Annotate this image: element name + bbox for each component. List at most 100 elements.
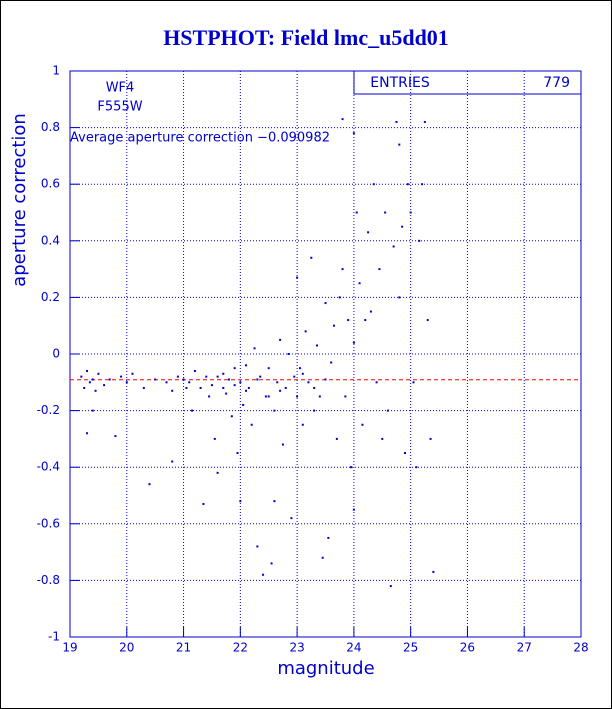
point xyxy=(298,367,301,370)
point xyxy=(97,372,100,375)
point xyxy=(301,372,304,375)
point xyxy=(199,386,202,389)
x-tick-label: 24 xyxy=(346,641,361,655)
y-tick-label: -1 xyxy=(48,630,60,644)
y-tick-label: 0.6 xyxy=(41,177,60,191)
point xyxy=(227,378,230,381)
point xyxy=(392,245,395,248)
point xyxy=(216,375,219,378)
point xyxy=(307,381,310,384)
point xyxy=(216,471,219,474)
point xyxy=(222,372,225,375)
annotation: Average aperture correction −0.090982 xyxy=(70,131,330,146)
point xyxy=(154,378,157,381)
y-tick-label: -0.4 xyxy=(37,460,60,474)
point xyxy=(279,389,282,392)
point xyxy=(386,409,389,412)
point xyxy=(279,338,282,341)
point xyxy=(296,276,299,279)
point xyxy=(429,437,432,440)
point xyxy=(176,375,179,378)
point xyxy=(350,466,353,469)
point xyxy=(358,282,361,285)
y-tick-label: 0.8 xyxy=(41,120,60,134)
point xyxy=(418,239,421,242)
point xyxy=(318,395,321,398)
point xyxy=(287,353,290,355)
point xyxy=(327,536,330,539)
x-tick-label: 25 xyxy=(403,641,418,655)
point xyxy=(398,143,401,146)
point xyxy=(401,225,404,228)
y-tick-label: 0 xyxy=(52,347,60,361)
point xyxy=(225,392,228,395)
point xyxy=(191,409,194,412)
stats-label: ENTRIES xyxy=(370,75,430,91)
point xyxy=(259,375,262,378)
point xyxy=(202,502,205,505)
point xyxy=(91,378,94,381)
point xyxy=(182,378,185,381)
point xyxy=(213,437,216,440)
point xyxy=(165,381,168,384)
point xyxy=(267,367,270,370)
point xyxy=(256,378,259,381)
x-tick-label: 23 xyxy=(289,641,304,655)
point xyxy=(131,372,134,375)
point xyxy=(236,452,239,455)
point xyxy=(171,460,174,463)
point xyxy=(293,375,296,378)
point xyxy=(352,132,355,135)
annotation: WF4 xyxy=(106,81,135,96)
point xyxy=(264,395,267,398)
point xyxy=(367,231,370,234)
point xyxy=(273,500,276,503)
point xyxy=(281,443,284,446)
point xyxy=(253,347,256,350)
x-tick-label: 27 xyxy=(517,641,532,655)
point xyxy=(412,381,415,384)
point xyxy=(389,585,392,588)
stats-value: 779 xyxy=(543,75,570,91)
point xyxy=(88,381,91,384)
point xyxy=(347,319,350,322)
point xyxy=(239,500,242,503)
point xyxy=(267,395,270,398)
point xyxy=(375,381,378,384)
point xyxy=(355,211,358,214)
annotation: F555W xyxy=(97,100,142,115)
point xyxy=(426,319,429,322)
y-axis-label: aperture correction xyxy=(9,113,30,287)
x-tick-label: 21 xyxy=(176,641,191,655)
point xyxy=(94,389,97,392)
point xyxy=(315,344,318,347)
point xyxy=(273,409,276,412)
point xyxy=(301,423,304,426)
point xyxy=(409,211,412,214)
point xyxy=(372,183,375,186)
point xyxy=(333,324,336,327)
point xyxy=(142,386,145,389)
point xyxy=(114,435,117,438)
point xyxy=(381,437,384,440)
y-tick-label: -0.6 xyxy=(37,516,60,530)
point xyxy=(361,423,364,426)
point xyxy=(222,386,225,389)
point xyxy=(304,330,307,333)
point xyxy=(313,409,316,412)
point xyxy=(80,375,83,378)
chart-title: HSTPHOT: Field lmc_u5dd01 xyxy=(163,25,449,50)
y-tick-label: -0.8 xyxy=(37,573,60,587)
point xyxy=(188,381,191,384)
point xyxy=(233,367,236,370)
point xyxy=(185,386,188,389)
point xyxy=(341,118,344,121)
point xyxy=(290,517,293,520)
point xyxy=(193,369,196,372)
point xyxy=(233,384,236,387)
point xyxy=(256,545,259,548)
point xyxy=(245,364,248,367)
point xyxy=(321,556,324,559)
y-tick-label: 0.4 xyxy=(41,233,60,247)
